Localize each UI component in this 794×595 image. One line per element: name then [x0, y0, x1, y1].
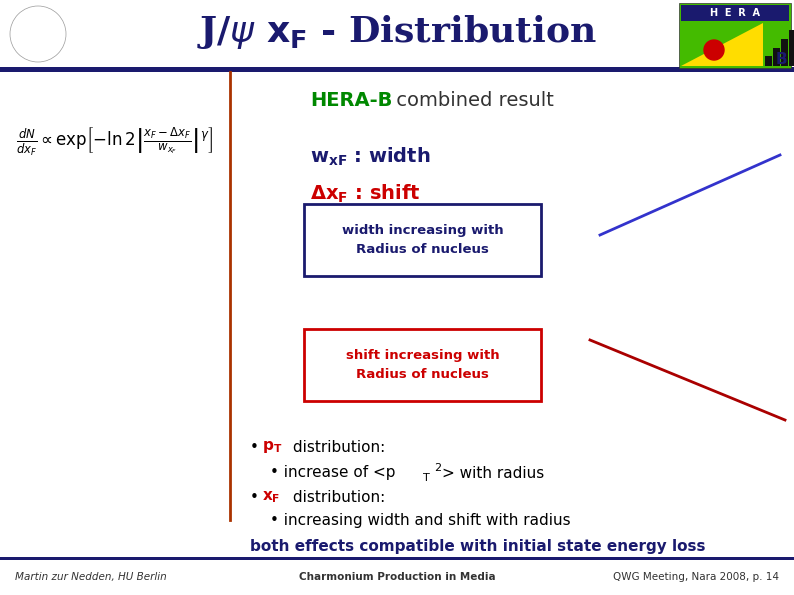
Text: J/$\psi$ $\mathbf{x_F}$ - Distribution: J/$\psi$ $\mathbf{x_F}$ - Distribution [197, 13, 597, 51]
Text: both effects compatible with initial state energy loss: both effects compatible with initial sta… [250, 540, 706, 555]
Text: Charmonium Production in Media: Charmonium Production in Media [299, 572, 495, 582]
Text: T: T [423, 473, 430, 483]
Bar [681, 5, 789, 21]
Bar [679, 3, 791, 68]
FancyBboxPatch shape [304, 329, 541, 401]
Text: > with radius: > with radius [442, 465, 544, 481]
Text: H  E  R  A: H E R A [710, 8, 760, 18]
Bar [765, 56, 772, 66]
Text: $\mathbf{w_{xF}}$ : width: $\mathbf{w_{xF}}$ : width [310, 146, 430, 168]
Text: $\mathbf{x_F}$: $\mathbf{x_F}$ [262, 489, 280, 505]
Text: • increase of <p: • increase of <p [270, 465, 395, 481]
Circle shape [704, 40, 724, 60]
Text: 2: 2 [434, 463, 441, 473]
Text: Martin zur Nedden, HU Berlin: Martin zur Nedden, HU Berlin [15, 572, 167, 582]
Text: shift increasing with
Radius of nucleus: shift increasing with Radius of nucleus [345, 349, 499, 381]
Polygon shape [681, 23, 763, 66]
Bar [0, 557, 794, 560]
Text: • increasing width and shift with radius: • increasing width and shift with radius [270, 513, 571, 528]
Text: •: • [250, 490, 264, 505]
Bar [0, 0, 794, 68]
Bar [789, 30, 794, 66]
FancyBboxPatch shape [304, 204, 541, 276]
Bar [781, 39, 788, 66]
Text: distribution:: distribution: [288, 490, 385, 505]
Circle shape [10, 6, 66, 62]
Text: $\frac{dN}{dx_F} \propto \exp\!\left[-\ln 2\left|\frac{x_F - \Delta x_F}{w_{x_F}: $\frac{dN}{dx_F} \propto \exp\!\left[-\l… [16, 126, 214, 158]
Text: QWG Meeting, Nara 2008, p. 14: QWG Meeting, Nara 2008, p. 14 [613, 572, 779, 582]
Text: $\mathbf{\Delta x_F}$ : shift: $\mathbf{\Delta x_F}$ : shift [310, 183, 421, 205]
Bar [0, 67, 794, 72]
Text: distribution:: distribution: [288, 440, 385, 455]
Text: combined result: combined result [390, 90, 554, 109]
Bar [773, 48, 780, 66]
Text: HERA-B: HERA-B [310, 90, 392, 109]
Text: width increasing with
Radius of nucleus: width increasing with Radius of nucleus [341, 224, 503, 256]
Text: •: • [250, 440, 264, 455]
Text: B: B [775, 52, 787, 67]
Text: $\mathbf{p_T}$: $\mathbf{p_T}$ [262, 439, 283, 455]
